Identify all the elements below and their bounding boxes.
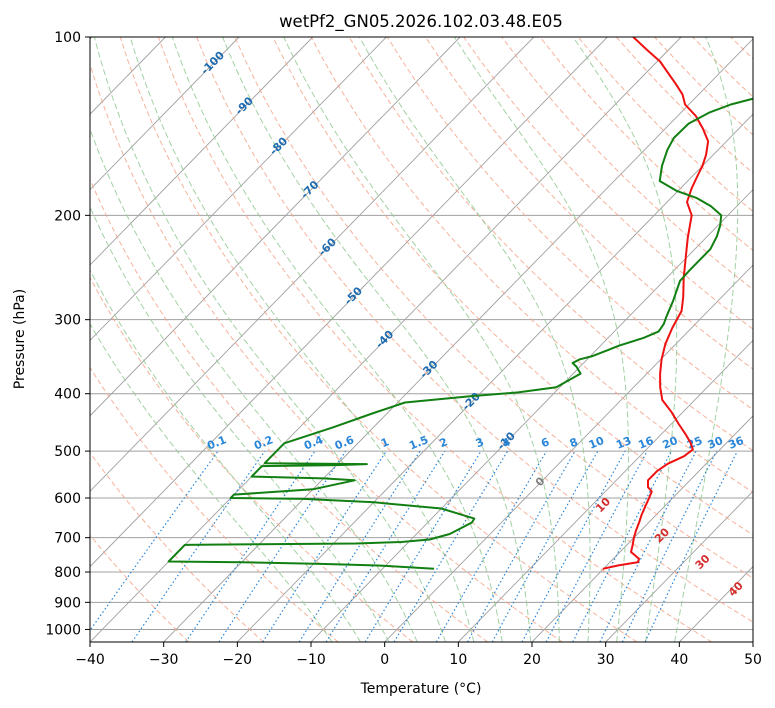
isotherm-line [457,339,753,642]
moist-adiabat [90,322,333,642]
mixing-ratio-line [218,450,347,642]
y-tick-label: 600 [54,491,81,507]
moist-adiabat [283,37,560,642]
y-tick-label: 500 [54,444,81,460]
isotherm-line [90,37,535,492]
x-axis: −40 −30 −20 −10 0 10 20 30 40 50 [75,642,762,668]
mixing-ratio-label: 16 [636,434,655,452]
mixing-ratio-line [599,450,697,642]
x-tick-label: 50 [744,652,762,668]
dry-adiabat [501,37,753,291]
x-tick-label: −40 [75,652,105,668]
mixing-ratio-label: 25 [685,434,704,452]
plot-background [90,37,753,642]
isotherm-line [531,415,753,642]
mixing-ratio-label: 2 [438,435,450,450]
isotherm-line [90,37,314,266]
moist-adiabat [90,127,418,642]
mixing-ratio-line [185,450,316,642]
dry-adiabat [157,37,712,642]
y-axis: 1000 900 800 700 600 500 400 300 200 100 [45,30,90,638]
x-tick-label: −10 [296,652,326,668]
dewpoint-profile-line [167,97,753,570]
x-tick-label: 0 [380,652,389,668]
dry-adiabat [196,37,753,623]
mixing-ratio-line [621,450,718,642]
dry-adiabat [90,276,414,642]
dry-adiabat [119,37,638,642]
mixing-ratio-label: 36 [727,434,746,452]
dry-adiabat [90,63,563,642]
mixing-ratio-label: 1 [379,435,391,450]
y-tick-label: 800 [54,565,81,581]
y-tick-label: 200 [54,208,81,224]
mixing-ratio-label: 20 [661,434,680,452]
moist-adiabat [90,269,362,642]
temperature-profile-line [602,37,710,570]
plot-frame [89,36,754,643]
profiles [167,37,753,570]
y-tick-label: 900 [54,595,81,611]
dry-adiabat [769,37,775,642]
mixing-ratio-label: 13 [614,434,633,452]
isotherm-line [752,641,753,642]
isotherm-line [384,264,753,642]
isotherm-line [90,37,461,417]
dry-adiabat [463,37,753,330]
mixing-ratio-label: 30 [706,434,725,452]
mixing-ratio-line [466,450,576,642]
background-lines [90,37,775,642]
mixing-ratio-label: 8 [568,435,580,450]
moist-adiabat [90,205,390,642]
isotherm-line [605,490,753,642]
x-tick-label: 30 [597,652,615,668]
moist-adiabat [171,37,503,642]
dry-adiabat [272,37,753,536]
x-tick-label: −30 [149,652,179,668]
dry-adiabat [234,37,753,579]
y-tick-label: 700 [54,531,81,547]
mixing-ratio-label: 3 [474,435,486,450]
x-tick-label: −20 [223,652,253,668]
dry-adiabat [310,37,753,494]
chart-title: wetPf2_GN05.2026.102.03.48.E05 [279,12,563,32]
dry-adiabat [386,37,753,411]
isotherm-line [90,37,608,568]
isotherm-line [90,37,240,191]
y-tick-label: 400 [54,387,81,403]
x-tick-label: 10 [449,652,467,668]
isotherm-line [90,37,387,342]
y-tick-label: 100 [54,30,81,46]
dry-adiabat [90,366,339,642]
isotherm-line [90,37,682,642]
y-tick-label: 1000 [45,622,81,638]
mixing-ratio-line [521,450,626,642]
moist-adiabat [358,37,591,642]
mixing-ratio-line [90,450,219,632]
x-axis-title: Temperature (°C) [360,681,482,697]
x-tick-label: 20 [523,652,541,668]
isotherm-line [163,38,753,642]
moist-adiabat [572,37,678,642]
moist-adiabat [453,37,629,642]
moist-adiabat [129,37,475,642]
moist-adiabat [674,37,739,642]
isotherm-line [236,113,753,642]
mixing-ratio-line [131,450,266,642]
mixing-ratio-line [491,450,599,642]
y-tick-label: 300 [54,313,81,329]
x-tick-label: 40 [670,652,688,668]
dry-adiabat [90,534,190,642]
mixing-ratio-label: 10 [587,434,606,452]
y-axis-title: Pressure (hPa) [12,289,28,389]
mixing-ratio-line [364,450,482,642]
